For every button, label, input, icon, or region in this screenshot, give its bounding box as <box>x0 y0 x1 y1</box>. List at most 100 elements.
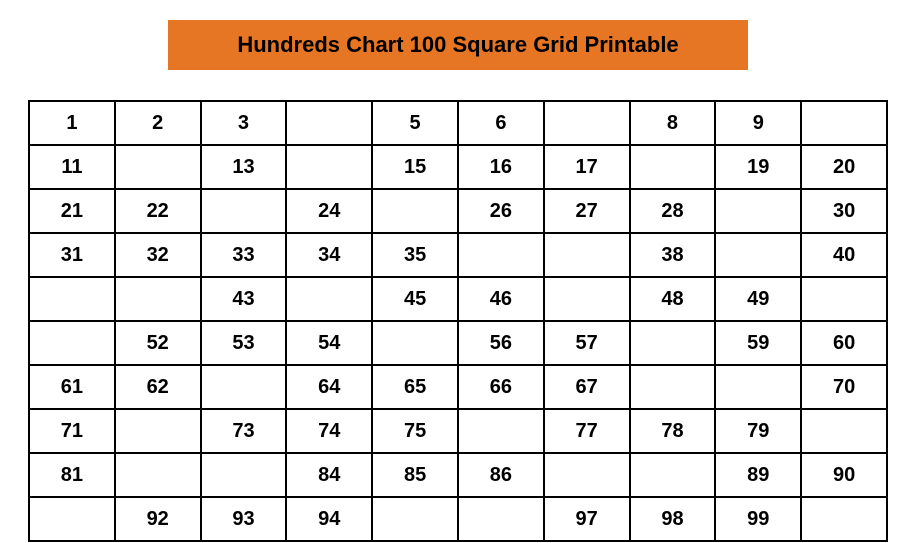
grid-cell: 49 <box>715 277 801 321</box>
grid-cell <box>286 101 372 145</box>
grid-cell: 35 <box>372 233 458 277</box>
grid-cell: 84 <box>286 453 372 497</box>
grid-cell <box>115 145 201 189</box>
grid-cell: 3 <box>201 101 287 145</box>
grid-cell <box>201 365 287 409</box>
grid-cell: 19 <box>715 145 801 189</box>
grid-cell: 78 <box>630 409 716 453</box>
grid-cell: 94 <box>286 497 372 541</box>
grid-cell <box>115 409 201 453</box>
table-row: 61 62 64 65 66 67 70 <box>29 365 887 409</box>
table-row: 92 93 94 97 98 99 <box>29 497 887 541</box>
grid-cell <box>801 101 887 145</box>
grid-cell <box>29 497 115 541</box>
table-row: 31 32 33 34 35 38 40 <box>29 233 887 277</box>
table-row: 52 53 54 56 57 59 60 <box>29 321 887 365</box>
grid-cell: 89 <box>715 453 801 497</box>
grid-cell: 21 <box>29 189 115 233</box>
grid-cell: 43 <box>201 277 287 321</box>
grid-cell: 61 <box>29 365 115 409</box>
grid-cell <box>630 321 716 365</box>
grid-cell <box>801 277 887 321</box>
grid-cell: 17 <box>544 145 630 189</box>
table-row: 11 13 15 16 17 19 20 <box>29 145 887 189</box>
grid-cell: 56 <box>458 321 544 365</box>
grid-body: 1 2 3 5 6 8 9 11 13 15 16 17 19 20 21 22 <box>29 101 887 541</box>
grid-cell: 71 <box>29 409 115 453</box>
grid-cell: 67 <box>544 365 630 409</box>
table-row: 43 45 46 48 49 <box>29 277 887 321</box>
hundreds-chart-grid: 1 2 3 5 6 8 9 11 13 15 16 17 19 20 21 22 <box>28 100 888 542</box>
table-row: 21 22 24 26 27 28 30 <box>29 189 887 233</box>
grid-cell <box>29 277 115 321</box>
grid-cell: 57 <box>544 321 630 365</box>
grid-cell: 70 <box>801 365 887 409</box>
grid-cell: 20 <box>801 145 887 189</box>
grid-cell <box>201 189 287 233</box>
grid-cell: 85 <box>372 453 458 497</box>
grid-cell: 53 <box>201 321 287 365</box>
table-row: 81 84 85 86 89 90 <box>29 453 887 497</box>
grid-cell: 97 <box>544 497 630 541</box>
grid-cell: 5 <box>372 101 458 145</box>
grid-cell: 38 <box>630 233 716 277</box>
grid-cell: 52 <box>115 321 201 365</box>
grid-cell <box>458 497 544 541</box>
grid-cell: 30 <box>801 189 887 233</box>
grid-cell <box>801 497 887 541</box>
grid-cell <box>372 321 458 365</box>
grid-cell: 26 <box>458 189 544 233</box>
grid-cell <box>29 321 115 365</box>
grid-cell: 90 <box>801 453 887 497</box>
grid-cell: 9 <box>715 101 801 145</box>
chart-title: Hundreds Chart 100 Square Grid Printable <box>168 20 748 70</box>
grid-cell: 34 <box>286 233 372 277</box>
grid-cell <box>286 145 372 189</box>
grid-cell: 81 <box>29 453 115 497</box>
grid-cell <box>115 277 201 321</box>
grid-cell: 16 <box>458 145 544 189</box>
grid-cell: 86 <box>458 453 544 497</box>
grid-cell: 74 <box>286 409 372 453</box>
grid-cell: 15 <box>372 145 458 189</box>
grid-cell <box>286 277 372 321</box>
grid-cell: 48 <box>630 277 716 321</box>
grid-cell: 31 <box>29 233 115 277</box>
grid-cell: 79 <box>715 409 801 453</box>
grid-cell: 40 <box>801 233 887 277</box>
grid-cell: 46 <box>458 277 544 321</box>
grid-cell: 99 <box>715 497 801 541</box>
grid-cell: 24 <box>286 189 372 233</box>
grid-cell: 45 <box>372 277 458 321</box>
grid-cell: 33 <box>201 233 287 277</box>
grid-cell: 1 <box>29 101 115 145</box>
grid-cell: 62 <box>115 365 201 409</box>
grid-cell <box>630 453 716 497</box>
table-row: 71 73 74 75 77 78 79 <box>29 409 887 453</box>
grid-cell <box>458 409 544 453</box>
grid-cell <box>544 101 630 145</box>
grid-cell: 6 <box>458 101 544 145</box>
grid-cell: 77 <box>544 409 630 453</box>
grid-cell <box>115 453 201 497</box>
grid-cell <box>630 365 716 409</box>
grid-cell: 60 <box>801 321 887 365</box>
grid-cell: 92 <box>115 497 201 541</box>
grid-cell: 54 <box>286 321 372 365</box>
grid-cell: 75 <box>372 409 458 453</box>
grid-cell: 28 <box>630 189 716 233</box>
grid-cell <box>372 497 458 541</box>
grid-cell <box>801 409 887 453</box>
grid-cell <box>544 453 630 497</box>
grid-cell: 64 <box>286 365 372 409</box>
grid-cell: 13 <box>201 145 287 189</box>
grid-cell <box>630 145 716 189</box>
grid-cell <box>544 233 630 277</box>
grid-cell <box>372 189 458 233</box>
grid-cell <box>458 233 544 277</box>
grid-cell: 2 <box>115 101 201 145</box>
grid-cell: 27 <box>544 189 630 233</box>
grid-cell <box>715 233 801 277</box>
grid-cell: 8 <box>630 101 716 145</box>
grid-cell: 73 <box>201 409 287 453</box>
